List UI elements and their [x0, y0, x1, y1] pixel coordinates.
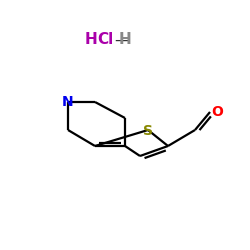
Text: H: H [119, 32, 132, 48]
Text: Cl: Cl [97, 32, 113, 48]
Text: H: H [84, 32, 98, 48]
Text: N: N [62, 95, 74, 109]
Text: S: S [143, 124, 153, 138]
Text: O: O [211, 105, 223, 119]
Text: —: — [114, 32, 129, 48]
